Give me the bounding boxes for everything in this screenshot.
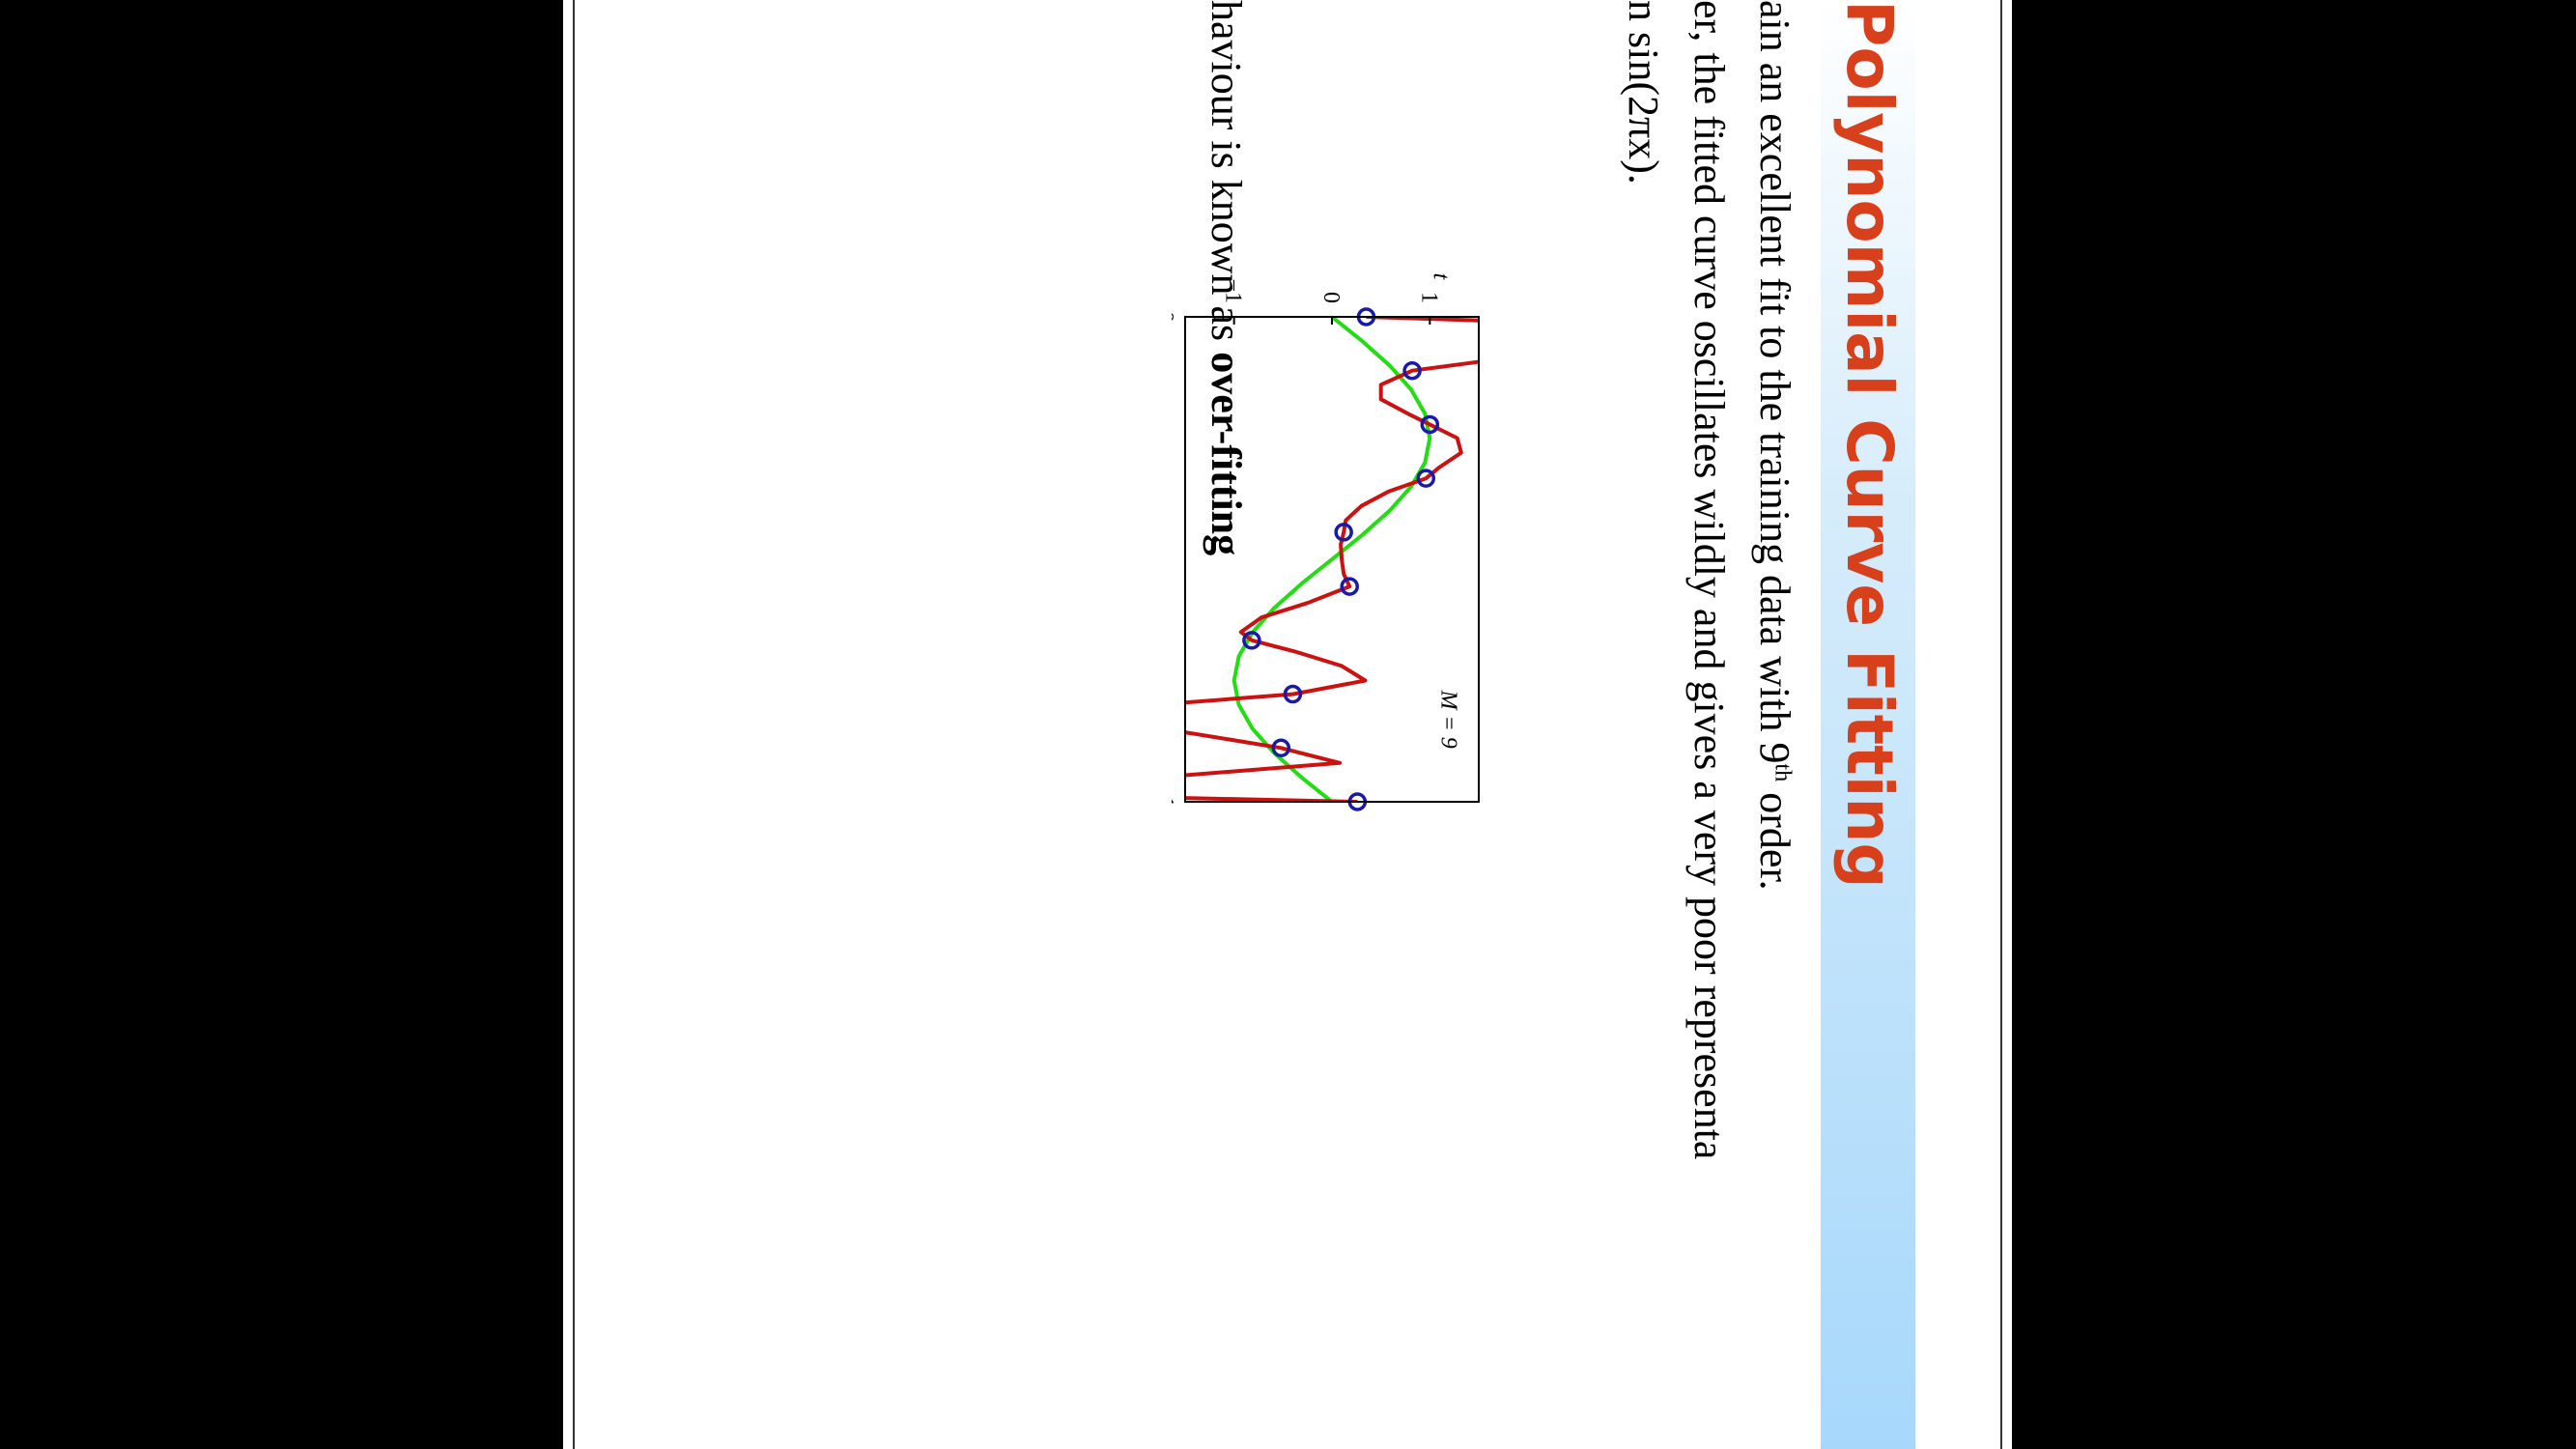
data-point: [1416, 469, 1436, 488]
x-tick-label: 1: [1172, 796, 1177, 808]
title-banner: Polynomial Curve Fitting: [1821, 0, 1915, 1449]
data-point: [1283, 684, 1303, 704]
body-line-1-end: order.: [1751, 781, 1798, 891]
slide: Polynomial Curve Fitting ain an excellen…: [563, 0, 2012, 1449]
data-point: [1334, 523, 1353, 542]
data-point: [1271, 738, 1291, 758]
true-function-curve: [1231, 317, 1432, 802]
data-point: [1420, 414, 1440, 435]
slide-title: Polynomial Curve Fitting: [1832, 0, 1907, 889]
y-tick-label: 0: [1318, 292, 1344, 303]
slide-right-border: [2000, 0, 2002, 1449]
points-layer: [1242, 307, 1440, 811]
slide-content-rotated: Polynomial Curve Fitting ain an excellen…: [563, 0, 2012, 1449]
slide-left-border: [573, 0, 575, 1449]
y-tick-label: 1: [1416, 292, 1441, 303]
ordinal-superscript: th: [1769, 763, 1796, 782]
data-point: [1242, 631, 1261, 650]
body-line-2: er, the fitted curve oscillates wildly a…: [1685, 0, 1733, 1160]
ticks-layer: −1 0 1 0 1: [1172, 278, 1441, 808]
body-line-3: n sin(2πx).: [1620, 0, 1667, 185]
data-point: [1340, 577, 1359, 596]
model-order-annotation: M = 9: [1436, 690, 1461, 749]
y-tick-label: −1: [1221, 278, 1246, 303]
polynomial-fit-chart: −1 0 1 0 1 t x M = 9: [1172, 273, 1480, 811]
body-line-1-text: ain an excellent fit to the training dat…: [1751, 0, 1798, 764]
y-axis-label: t: [1428, 273, 1453, 281]
body-line-1: ain an excellent fit to the training dat…: [1750, 0, 1799, 891]
curves-layer: [1185, 317, 1479, 802]
x-axis-label: x: [1172, 694, 1177, 705]
fitted-polynomial-curve: [1185, 317, 1479, 802]
data-point: [1402, 360, 1422, 381]
x-tick-label: 0: [1172, 311, 1177, 323]
